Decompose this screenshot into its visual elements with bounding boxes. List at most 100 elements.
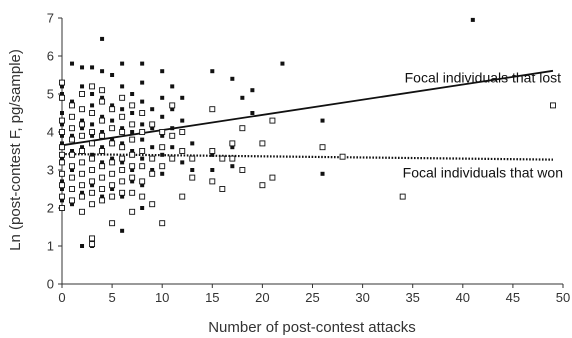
lost-data-point — [100, 160, 105, 165]
lost-data-point — [240, 95, 245, 100]
won-data-point — [59, 129, 65, 135]
won-data-point — [129, 151, 136, 158]
won-data-point — [119, 144, 126, 151]
y-tick-label: 3 — [47, 163, 54, 178]
won-data-point — [59, 151, 65, 158]
won-data-point — [79, 91, 85, 97]
won-data-point — [169, 132, 176, 139]
won-data-point — [79, 208, 85, 215]
lost-data-point — [210, 69, 215, 74]
lost-data-point — [70, 61, 75, 66]
lost-data-point — [140, 99, 145, 104]
y-tick-label: 2 — [47, 201, 54, 216]
lost-data-point — [230, 145, 235, 150]
won-data-point — [139, 178, 146, 185]
won-data-point — [399, 193, 406, 200]
lost-data-point — [130, 149, 135, 153]
won-data-point — [59, 182, 65, 189]
lost-data-point — [90, 103, 95, 108]
lost-data-point — [80, 84, 85, 89]
won-data-point — [129, 136, 136, 143]
lost-data-point — [140, 61, 145, 66]
lost-data-point — [70, 99, 75, 104]
lost-data-point — [140, 156, 145, 161]
won-data-point — [189, 155, 196, 162]
won-data-point — [319, 144, 326, 151]
lost-data-point — [170, 107, 175, 112]
y-tick-label: 0 — [47, 277, 54, 292]
lost-data-point — [250, 111, 255, 115]
lost-data-point — [150, 145, 155, 150]
lost-data-point — [110, 118, 115, 123]
lost-data-point — [110, 137, 115, 142]
won-data-point — [149, 170, 156, 177]
x-axis-title: Number of post-contest attacks — [208, 319, 416, 336]
won-data-point — [269, 174, 276, 181]
won-data-point — [99, 98, 106, 105]
won-data-point — [219, 186, 226, 192]
lost-data-point — [110, 187, 115, 191]
lost-data-point — [100, 36, 105, 41]
won-data-point — [259, 140, 266, 147]
won-data-point — [79, 148, 85, 154]
lost-data-point — [130, 130, 135, 134]
y-tick-label: 6 — [47, 49, 54, 64]
won-data-point — [239, 125, 246, 132]
won-data-point — [129, 174, 136, 181]
won-data-point — [550, 102, 556, 109]
lost-data-point — [70, 202, 75, 207]
won-data-point — [69, 163, 75, 170]
lost-data-point — [60, 133, 64, 138]
x-tick-label: 45 — [506, 290, 520, 305]
won-data-point — [69, 197, 75, 204]
y-tick-label: 1 — [47, 239, 54, 254]
won-data-point — [59, 159, 65, 166]
lost-data-point — [170, 145, 175, 150]
won-data-point — [269, 117, 276, 124]
won-data-point — [189, 174, 196, 181]
lost-data-point — [60, 187, 64, 191]
lost-data-point — [180, 118, 185, 123]
x-tick-label: 10 — [155, 290, 169, 305]
won-data-point — [169, 102, 176, 109]
won-data-point — [89, 167, 96, 173]
lost-data-point — [210, 168, 215, 172]
won-data-point — [69, 174, 75, 181]
lost-data-point — [140, 206, 145, 210]
won-data-point — [119, 155, 126, 162]
lost-data-point — [60, 141, 64, 146]
lost-data-point — [80, 244, 85, 248]
lost-data-point — [130, 168, 135, 172]
won-data-point — [149, 121, 156, 128]
lost-data-point — [120, 141, 125, 146]
lost-data-point — [140, 137, 145, 142]
lost-data-point — [90, 183, 95, 188]
won-data-point — [99, 174, 106, 181]
lost-data-point — [130, 179, 135, 184]
lost-data-point — [470, 17, 475, 22]
lost-data-point — [60, 179, 64, 184]
data-points — [59, 17, 556, 248]
lost-data-point — [160, 95, 165, 100]
lost-data-point — [140, 122, 145, 127]
won-data-point — [109, 170, 116, 177]
lost-data-point — [90, 133, 95, 138]
won-data-point — [59, 94, 65, 101]
won-data-point — [119, 94, 126, 101]
won-data-point — [59, 117, 65, 124]
won-data-point — [59, 193, 65, 200]
won-data-point — [139, 148, 146, 154]
lost-data-point — [80, 145, 85, 150]
won-data-point — [179, 148, 186, 154]
won-data-point — [89, 235, 96, 242]
lost-data-point — [180, 95, 185, 100]
won-data-point — [89, 140, 96, 147]
lost-data-point — [100, 69, 105, 74]
lost-data-point — [320, 171, 325, 176]
won-data-point — [229, 155, 236, 162]
x-tick-label: 5 — [108, 290, 115, 305]
won-data-point — [129, 189, 136, 196]
won-data-point — [129, 102, 136, 109]
